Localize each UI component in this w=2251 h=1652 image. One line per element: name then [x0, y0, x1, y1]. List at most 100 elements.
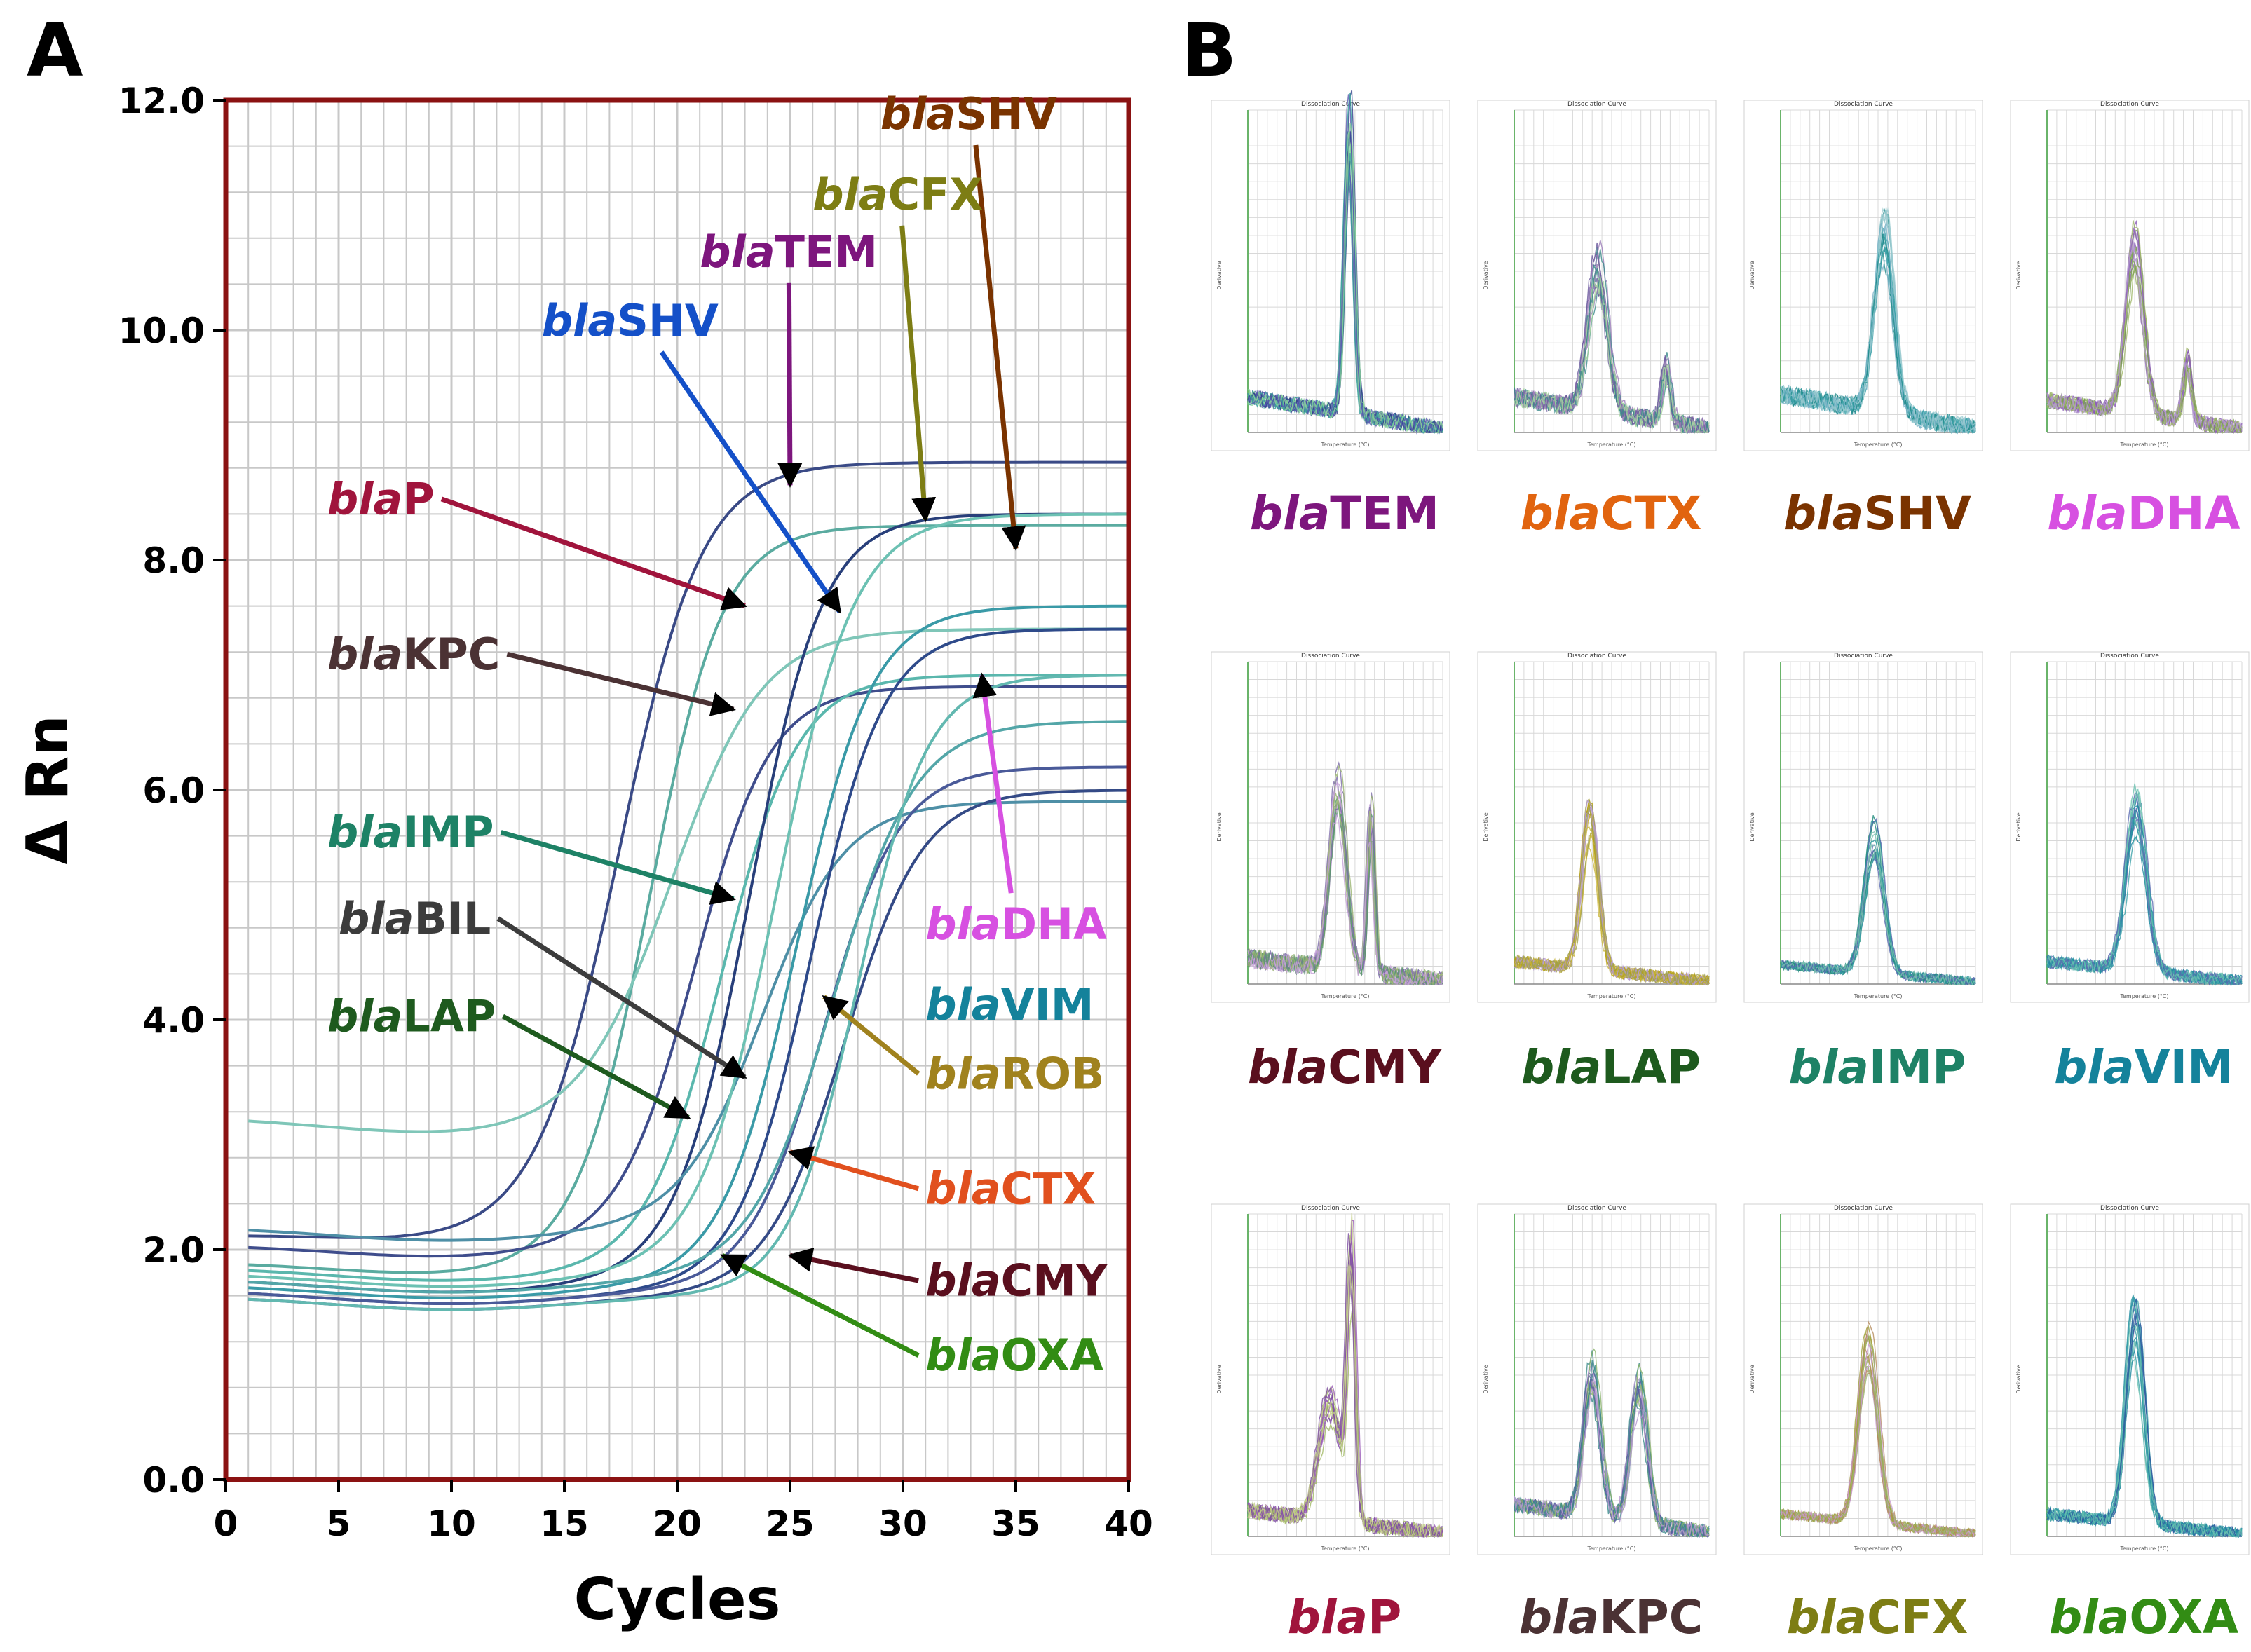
melt-curve: [1780, 1333, 1976, 1538]
melt-curve: [1514, 1348, 1710, 1537]
annotation-prefix: bla: [925, 979, 1000, 1030]
melt-x-label: Temperature (°C): [1586, 993, 1635, 999]
curve-blaCTX: [248, 720, 1129, 1294]
melt-label-gene: TEM: [1330, 486, 1439, 540]
melt-x-label: Temperature (°C): [1853, 993, 1902, 999]
melt-curve: [2046, 788, 2243, 985]
melt-plot-frame: [1211, 1203, 1450, 1555]
melt-curve: [2046, 245, 2243, 433]
annotation-label-blaLAP: blaLAP: [327, 990, 496, 1042]
melt-y-label: Derivative: [2015, 812, 2022, 841]
melt-plot-label: blaCFX: [1787, 1590, 1968, 1644]
annotation-gene: TEM: [775, 226, 878, 278]
melt-curve: [1780, 843, 1976, 986]
annotation-prefix: bla: [925, 1048, 1000, 1099]
annotation-prefix: bla: [812, 169, 888, 220]
melt-y-label: Derivative: [2015, 261, 2022, 289]
annotation-gene: SHV: [617, 295, 719, 346]
annotation-label-blaCMY: blaCMY: [925, 1255, 1108, 1306]
curve-blaDHA: [248, 604, 1129, 1299]
annotation-gene: ROB: [1001, 1048, 1105, 1099]
melt-y-label: Derivative: [1749, 812, 1755, 841]
melt-curve: [2046, 1339, 2243, 1538]
annotation-gene: LAP: [402, 990, 496, 1042]
melt-label-prefix: bla: [1288, 1590, 1368, 1644]
melt-x-label: Temperature (°C): [1320, 442, 1369, 448]
annotation-prefix: bla: [925, 899, 1000, 950]
melt-curve: [1780, 1345, 1975, 1538]
melt-plot-title: Dissociation Curve: [1834, 1205, 1893, 1212]
melt-plot-label: blaSHV: [1783, 486, 1971, 540]
annotation-arrow: [440, 496, 747, 610]
annotation-gene: OXA: [1001, 1330, 1103, 1381]
melt-label-prefix: bla: [1519, 1590, 1599, 1644]
melt-plot-blaSHV: Dissociation Curve Derivative Temperature …: [1743, 100, 1983, 540]
annotation-label-blaBIL: blaBIL: [339, 893, 491, 944]
curve-blaP: [248, 524, 1129, 1274]
melt-curve: [1247, 123, 1443, 433]
annotation-label-blaOXA: blaOXA: [925, 1330, 1103, 1381]
melt-label-prefix: bla: [1788, 1040, 1868, 1094]
melt-x-label: Temperature (°C): [2119, 442, 2168, 448]
annotation-label-blaSHV: blaSHV: [542, 295, 719, 346]
melt-curve: [1247, 781, 1443, 986]
annotation-arrow: [496, 916, 747, 1079]
melt-plot-label: blaTEM: [1250, 486, 1439, 540]
melt-curve: [1247, 814, 1443, 986]
x-tick-label: 0: [214, 1503, 238, 1544]
melt-label-gene: CFX: [1867, 1590, 1968, 1644]
annotation-prefix: bla: [327, 807, 402, 858]
melt-label-prefix: bla: [1521, 486, 1600, 540]
melt-label-gene: CTX: [1600, 486, 1701, 540]
melt-plot-label: blaDHA: [2047, 486, 2240, 540]
melt-x-label: Temperature (°C): [1320, 1545, 1369, 1552]
x-tick-label: 25: [766, 1503, 815, 1544]
melt-y-label: Derivative: [1749, 1365, 1755, 1393]
melt-plot-blaDHA: Dissociation Curve Derivative Temperature …: [2010, 100, 2250, 540]
melt-curve: [1780, 207, 1976, 434]
x-tick-label: 15: [540, 1503, 589, 1544]
y-tick-label: 12.0: [118, 81, 205, 121]
annotation-label-blaTEM: blaTEM: [700, 226, 878, 278]
melt-plot-title: Dissociation Curve: [2100, 653, 2159, 660]
melt-label-prefix: bla: [2047, 486, 2127, 540]
melt-plot-title: Dissociation Curve: [1301, 653, 1360, 660]
annotation-arrow: [720, 1253, 920, 1358]
annotation-label-blaCFX: blaCFX: [812, 169, 983, 220]
melt-plot-title: Dissociation Curve: [1567, 1205, 1626, 1212]
melt-y-label: Derivative: [2015, 1365, 2022, 1393]
x-tick-label: 30: [878, 1503, 927, 1544]
melt-y-label: Derivative: [1216, 261, 1223, 289]
melt-plot-label: blaCTX: [1521, 486, 1702, 540]
y-tick-label: 6.0: [142, 770, 205, 811]
melt-plot-frame: [1477, 651, 1717, 1003]
melt-curve: [1247, 94, 1443, 433]
melt-label-prefix: bla: [1521, 1040, 1601, 1094]
melt-label-prefix: bla: [2054, 1040, 2134, 1094]
melt-label-prefix: bla: [2049, 1590, 2129, 1644]
melt-plot-title: Dissociation Curve: [1567, 653, 1626, 660]
melt-plot-title: Dissociation Curve: [2100, 101, 2159, 108]
melt-x-label: Temperature (°C): [1586, 442, 1635, 448]
annotation-label-blaSHV: blaSHV: [880, 88, 1057, 139]
melt-plot-title: Dissociation Curve: [2100, 1205, 2159, 1212]
y-tick-label: 0.0: [142, 1460, 205, 1501]
melt-curve: [2046, 268, 2242, 434]
plot-grid: [226, 100, 1129, 1480]
melt-y-label: Derivative: [1216, 812, 1223, 841]
melt-plot-blaIMP: Dissociation Curve Derivative Temperature …: [1743, 651, 1983, 1094]
annotation-arrow: [777, 282, 803, 488]
annotation-label-blaKPC: blaKPC: [327, 629, 500, 680]
melt-x-label: Temperature (°C): [1853, 442, 1902, 448]
y-tick-label: 10.0: [118, 310, 205, 351]
melt-curve: [2046, 807, 2243, 986]
gene-annotations: blaSHVblaCFXblaTEMblaSHVblaPblaKPCblaIMP…: [327, 88, 1108, 1381]
melt-label-prefix: bla: [1783, 486, 1863, 540]
melt-label-gene: P: [1368, 1590, 1401, 1644]
melt-x-label: Temperature (°C): [1320, 993, 1369, 999]
annotation-arrow: [500, 830, 736, 905]
melt-label-gene: IMP: [1869, 1040, 1966, 1094]
annotation-gene: KPC: [402, 629, 500, 680]
annotation-prefix: bla: [880, 88, 956, 139]
annotation-label-blaROB: blaROB: [925, 1048, 1104, 1099]
